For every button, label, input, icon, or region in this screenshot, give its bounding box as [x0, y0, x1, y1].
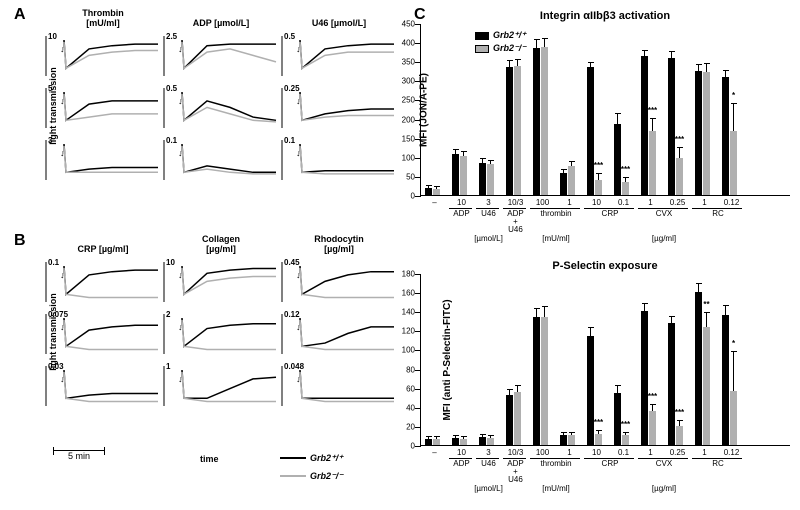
trace-cell: 10 ↓ — [162, 256, 280, 308]
trace-cell: 0.075 ↓ — [44, 308, 162, 360]
chart-title: P-Selectin exposure — [420, 260, 790, 272]
bar-chart: Integrin αIIbβ3 activation MFI (JON/A-PE… — [420, 10, 790, 244]
panel-a-ylabel: light transmission — [48, 67, 58, 145]
chart-legend: Grb2⁺/⁺ Grb2⁻/⁻ — [475, 30, 526, 54]
trace-cell: 0.45 ↓ — [280, 256, 398, 308]
trace-legend: Grb2⁺/⁺ Grb2⁻/⁻ — [280, 446, 353, 482]
trace-cell: 0.5 ↓ — [162, 82, 280, 134]
panel-a-head-1: ADP [µmol/L] — [162, 6, 280, 30]
bar-chart: P-Selectin exposure MFI (anti P-Selectin… — [420, 260, 790, 494]
chart-title: Integrin αIIbβ3 activation — [420, 10, 790, 22]
legend-ko: Grb2⁻/⁻ — [310, 471, 343, 482]
trace-cell: 5 ↓ — [44, 82, 162, 134]
panel-b-xlabel: time — [200, 454, 219, 464]
trace-cell: 10 ↓ — [44, 30, 162, 82]
trace-cell: 1 ↓ — [162, 360, 280, 412]
panel-b-ylabel: light transmission — [48, 293, 58, 371]
legend-wt: Grb2⁺/⁺ — [310, 453, 343, 464]
panel-a-label: A — [14, 6, 26, 24]
trace-cell: 0.5 ↓ — [280, 30, 398, 82]
panel-c: Integrin αIIbβ3 activation MFI (JON/A-PE… — [420, 10, 790, 510]
trace-cell: 3 ↓ — [44, 134, 162, 186]
scale-bar: 5 min — [54, 450, 104, 461]
trace-cell: 0.1 ↓ — [44, 256, 162, 308]
panel-a: Thrombin[mU/ml] ADP [µmol/L] U46 [µmol/L… — [44, 6, 398, 186]
panel-a-head-0: Thrombin[mU/ml] — [44, 6, 162, 30]
trace-cell: 2.5 ↓ — [162, 30, 280, 82]
trace-cell: 0.12 ↓ — [280, 308, 398, 360]
trace-cell: 0.25 ↓ — [280, 82, 398, 134]
panel-b-head-0: CRP [µg/ml] — [44, 232, 162, 256]
scale-bar-label: 5 min — [68, 451, 90, 461]
trace-cell: 0.1 ↓ — [162, 134, 280, 186]
panel-b-head-1: Collagen[µg/ml] — [162, 232, 280, 256]
panel-b-head-2: Rhodocytin[µg/ml] — [280, 232, 398, 256]
trace-cell: 0.1 ↓ — [280, 134, 398, 186]
panel-a-head-2: U46 [µmol/L] — [280, 6, 398, 30]
trace-cell: 2 ↓ — [162, 308, 280, 360]
trace-cell: 0.03 ↓ — [44, 360, 162, 412]
trace-cell: 0.048 ↓ — [280, 360, 398, 412]
panel-b-label: B — [14, 232, 26, 250]
panel-b: CRP [µg/ml] Collagen[µg/ml] Rhodocytin[µ… — [44, 232, 398, 412]
